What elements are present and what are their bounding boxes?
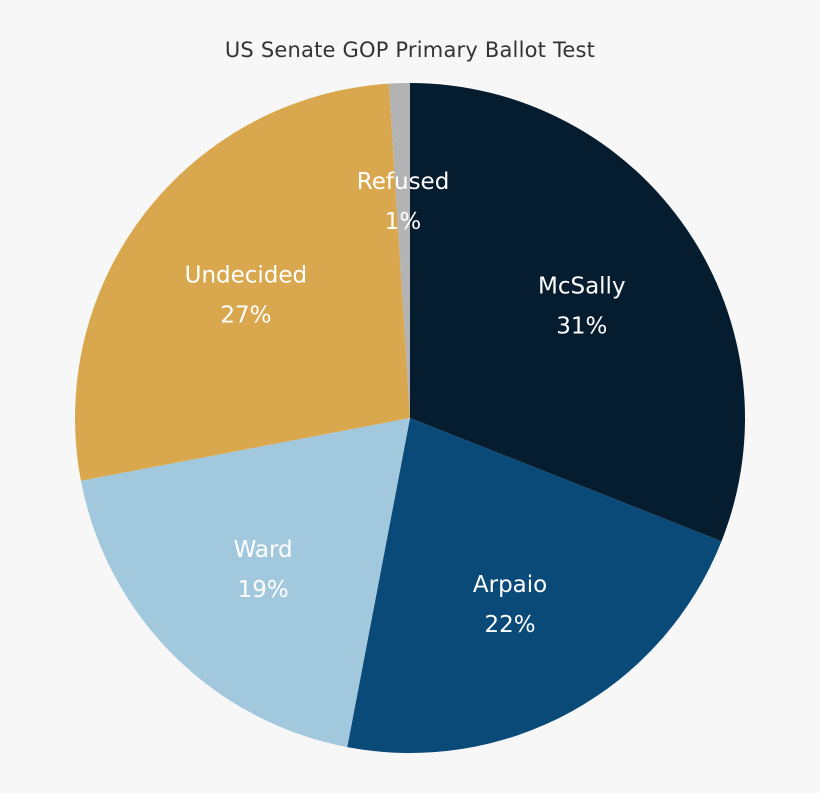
slice-value-label-undecided: 27% <box>220 303 271 329</box>
pie-slice-arpaio <box>347 418 722 753</box>
slice-value-label-arpaio: 22% <box>484 612 535 638</box>
slice-name-label-ward: Ward <box>234 537 293 563</box>
chart-title: US Senate GOP Primary Ballot Test <box>224 38 596 62</box>
slice-value-label-refused: 1% <box>385 209 422 235</box>
slice-name-label-mcsally: McSally <box>538 273 626 299</box>
pie-slice-undecided <box>74 83 410 481</box>
pie-slice-ward <box>80 418 410 748</box>
pie-slice-mcsally <box>410 83 745 542</box>
slice-value-label-ward: 19% <box>238 577 289 603</box>
slice-name-label-arpaio: Arpaio <box>473 572 547 598</box>
slice-value-label-mcsally: 31% <box>556 313 607 339</box>
slice-name-label-undecided: Undecided <box>185 263 308 289</box>
pie-slice-refused <box>388 83 410 418</box>
slice-name-label-refused: Refused <box>357 169 450 195</box>
